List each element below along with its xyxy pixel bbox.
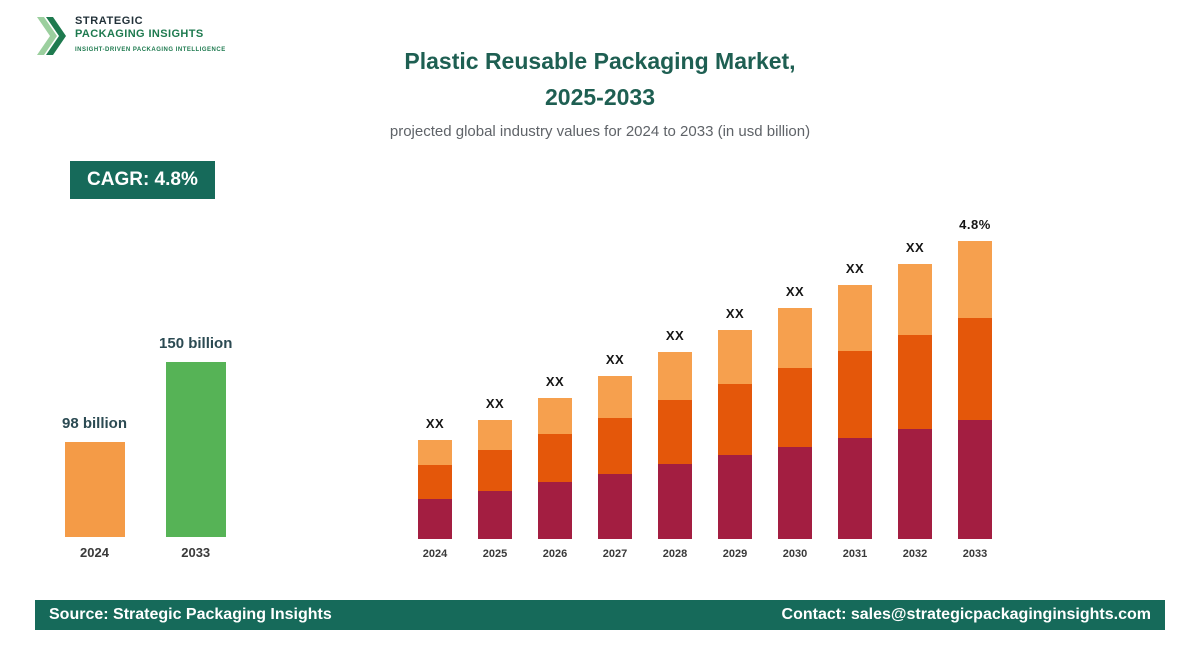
bar-segment-bottom [958, 420, 992, 539]
bar-value-label: 4.8% [959, 217, 991, 232]
bar-segment-bottom [478, 491, 512, 539]
bar-segment-middle [478, 450, 512, 491]
logo-line2: PACKAGING INSIGHTS [75, 27, 204, 40]
bar-segment-top [958, 241, 992, 318]
bar-segment-bottom [418, 499, 452, 539]
stacked-bar-column: XX 2029 [718, 306, 752, 560]
bar-value-label: XX [665, 328, 685, 343]
title-block: Plastic Reusable Packaging Market, 2025-2… [0, 44, 1200, 140]
bar-segment-top [478, 420, 512, 450]
stacked-bar-column: XX 2025 [478, 396, 512, 560]
page-title: Plastic Reusable Packaging Market, 2025-2… [0, 44, 1200, 115]
bar-value-label: 98 billion [62, 415, 128, 432]
logo-tagline: INSIGHT-DRIVEN PACKAGING INTELLIGENCE [75, 47, 226, 54]
bar-stack [898, 264, 932, 539]
bar-value-label: XX [905, 240, 925, 255]
bar-segment-top [898, 264, 932, 335]
bar-segment-bottom [778, 447, 812, 539]
bar-year-label: 2030 [782, 548, 808, 560]
bar-segment-bottom [898, 429, 932, 539]
bar-value-label: XX [845, 261, 865, 276]
bar-segment-top [718, 330, 752, 384]
bar-stack [838, 285, 872, 539]
bar-segment-bottom [658, 464, 692, 539]
bar-value-label: XX [605, 352, 625, 367]
bar-value-label: XX [425, 416, 445, 431]
bar-value-label: XX [785, 284, 805, 299]
bar-segment-bottom [718, 455, 752, 539]
bar-segment-middle [898, 335, 932, 429]
bar-segment-middle [718, 384, 752, 455]
bar-year-label: 2024 [422, 548, 448, 560]
cagr-badge: CAGR: 4.8% [70, 161, 215, 199]
stacked-bar-column: XX 2028 [658, 328, 692, 560]
stacked-bar-column: XX 2030 [778, 284, 812, 560]
bar-year-label: 2027 [602, 548, 628, 560]
footer-bar: Source: Strategic Packaging Insights Con… [35, 600, 1165, 630]
page-title-line1: Plastic Reusable Packaging Market, [404, 48, 796, 74]
bar [64, 442, 125, 537]
bar-stack [598, 376, 632, 539]
stacked-bar-column: 4.8% 2033 [958, 217, 992, 560]
footer-contact: Contact: sales@strategicpackaginginsight… [781, 606, 1151, 623]
bar-year-label: 2026 [542, 548, 568, 560]
bar-segment-top [538, 398, 572, 434]
bar-year-label: 2033 [181, 545, 211, 560]
page-title-line2: 2025-2033 [545, 83, 655, 110]
stacked-bar-column: XX 2024 [418, 416, 452, 560]
main-chart: XX 2024 XX 2025 XX 2026 XX 2027 XX 2028 XX 2029 XX 20… [418, 205, 992, 560]
bar-stack [718, 330, 752, 539]
footer-source: Source: Strategic Packaging Insights [49, 606, 332, 623]
stacked-bar-column: XX 2027 [598, 352, 632, 560]
bar-value-label: XX [545, 374, 565, 389]
bar-stack [418, 440, 452, 539]
bar-segment-bottom [538, 482, 572, 539]
bar [165, 362, 226, 537]
bar-segment-middle [958, 318, 992, 420]
bar-segment-middle [598, 418, 632, 474]
mini-bar-column: 150 billion 2033 [159, 335, 232, 560]
bar-segment-middle [538, 434, 572, 482]
bar-value-label: XX [485, 396, 505, 411]
logo-text: STRATEGIC PACKAGING INSIGHTS INSIGHT-DRI… [75, 13, 226, 54]
bar-value-label: 150 billion [159, 335, 233, 352]
stacked-bar-column: XX 2032 [898, 240, 932, 560]
bar-segment-top [598, 376, 632, 418]
stacked-bar-column: XX 2026 [538, 374, 572, 560]
bar-value-label: XX [725, 306, 745, 321]
logo-chevron-icon [35, 13, 67, 64]
bar-year-label: 2025 [482, 548, 508, 560]
logo: STRATEGIC PACKAGING INSIGHTS INSIGHT-DRI… [35, 13, 226, 64]
mini-bar-column: 98 billion 2024 [62, 415, 127, 560]
page-subtitle: projected global industry values for 202… [389, 123, 811, 141]
bar-stack [778, 308, 812, 539]
bar-segment-bottom [598, 474, 632, 539]
bar-year-label: 2031 [842, 548, 868, 560]
bar-year-label: 2033 [962, 548, 988, 560]
stacked-bar-column: XX 2031 [838, 261, 872, 560]
bar-stack [538, 398, 572, 539]
bar-segment-bottom [838, 438, 872, 539]
bar-segment-middle [838, 351, 872, 438]
bar-year-label: 2028 [662, 548, 688, 560]
bar-year-label: 2024 [80, 545, 109, 560]
bar-stack [958, 241, 992, 539]
bar-segment-middle [658, 400, 692, 464]
bar-segment-top [658, 352, 692, 400]
bar-stack [478, 420, 512, 539]
bar-segment-top [418, 440, 452, 465]
bar-year-label: 2029 [722, 548, 748, 560]
bar-stack [658, 352, 692, 539]
bar-segment-top [778, 308, 812, 368]
bar-year-label: 2032 [902, 548, 928, 560]
mini-chart: 98 billion 2024 150 billion 2033 [62, 300, 232, 560]
logo-line1: STRATEGIC [75, 15, 144, 27]
bar-segment-middle [418, 465, 452, 499]
bar-segment-middle [778, 368, 812, 447]
bar-segment-top [838, 285, 872, 351]
